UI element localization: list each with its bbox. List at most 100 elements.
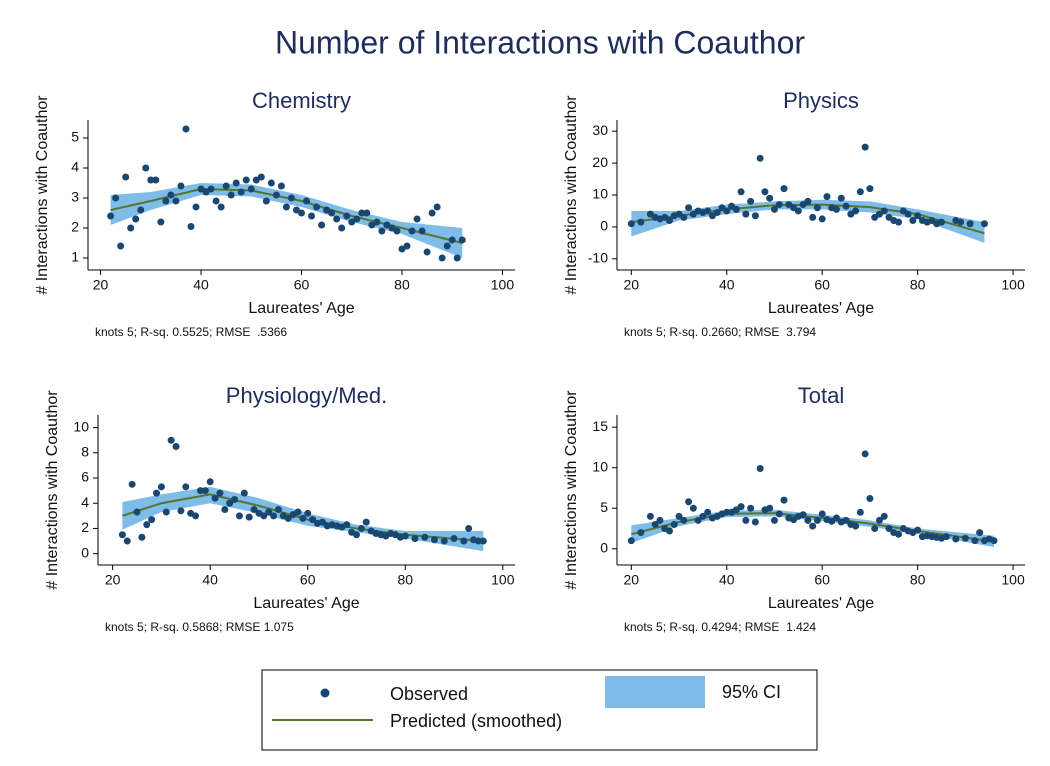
y-tick-label: 5: [600, 499, 608, 515]
y-tick-label: 4: [81, 494, 89, 510]
observed-point: [856, 188, 864, 196]
y-tick-label: 0: [600, 218, 608, 234]
observed-point: [343, 521, 351, 529]
observed-point: [133, 508, 141, 516]
x-tick-label: 80: [394, 277, 410, 293]
observed-point: [680, 213, 688, 221]
observed-point: [756, 154, 764, 162]
y-tick-label: 4: [71, 159, 79, 175]
observed-point: [235, 512, 243, 520]
observed-point: [172, 443, 180, 451]
observed-point: [885, 525, 893, 533]
observed-point: [689, 504, 697, 512]
observed-point: [852, 207, 860, 215]
observed-point: [237, 188, 245, 196]
y-tick-label: 20: [592, 154, 608, 170]
observed-point: [914, 526, 922, 534]
observed-point: [197, 185, 205, 193]
observed-point: [408, 227, 416, 235]
fit-note: knots 5; R-sq. 0.5525; RMSE .5366: [95, 325, 287, 339]
legend-frame: [261, 669, 818, 751]
observed-point: [961, 534, 969, 542]
y-axis-label: # Interactions with Coauthor: [34, 95, 51, 295]
observed-point: [448, 236, 456, 244]
observed-point: [250, 506, 258, 514]
observed-point: [842, 516, 850, 524]
observed-point: [966, 220, 974, 228]
observed-point: [196, 487, 204, 495]
observed-point: [813, 204, 821, 212]
observed-point: [637, 529, 645, 537]
observed-point: [162, 508, 170, 516]
observed-point: [895, 218, 903, 226]
observed-point: [804, 516, 812, 524]
observed-point: [453, 254, 461, 262]
observed-point: [990, 537, 998, 545]
legend-label: Predicted (smoothed): [390, 711, 562, 731]
observed-point: [231, 495, 239, 503]
observed-point: [252, 176, 260, 184]
y-tick-label: 8: [81, 444, 89, 460]
observed-point: [167, 436, 175, 444]
observed-point: [713, 209, 721, 217]
x-tick-label: 20: [105, 572, 121, 588]
legend-swatch-ci: [605, 676, 705, 708]
observed-point: [182, 125, 190, 133]
observed-point: [665, 527, 673, 535]
observed-point: [411, 535, 419, 543]
observed-point: [216, 489, 224, 497]
observed-point: [267, 179, 275, 187]
observed-point: [299, 514, 307, 522]
observed-point: [479, 537, 487, 545]
observed-point: [328, 209, 336, 217]
observed-point: [282, 203, 290, 211]
observed-point: [137, 206, 145, 214]
observed-point: [172, 197, 180, 205]
observed-point: [338, 224, 346, 232]
observed-point: [142, 164, 150, 172]
observed-point: [799, 511, 807, 519]
fit-note: knots 5; R-sq. 0.4294; RMSE 1.424: [624, 620, 816, 634]
observed-point: [852, 522, 860, 530]
observed-point: [780, 185, 788, 193]
x-tick-label: 100: [491, 277, 515, 293]
observed-point: [388, 224, 396, 232]
observed-point: [904, 210, 912, 218]
x-tick-label: 100: [1001, 572, 1025, 588]
observed-point: [460, 537, 468, 545]
fit-note: knots 5; R-sq. 0.2660; RMSE 3.794: [624, 325, 816, 339]
observed-point: [704, 508, 712, 516]
observed-point: [270, 512, 278, 520]
panel: Physics Laureates' Age # Interactions with…: [563, 88, 1025, 339]
y-tick-label: 3: [71, 189, 79, 205]
y-tick-label: 1: [71, 249, 79, 265]
observed-point: [123, 537, 131, 545]
observed-point: [627, 220, 635, 228]
observed-point: [957, 218, 965, 226]
x-tick-label: 100: [1001, 277, 1025, 293]
observed-point: [833, 205, 841, 213]
observed-point: [980, 220, 988, 228]
observed-point: [665, 217, 673, 225]
observed-point: [875, 516, 883, 524]
y-tick-label: 10: [73, 418, 89, 434]
observed-point: [152, 176, 160, 184]
observed-point: [837, 194, 845, 202]
observed-point: [770, 516, 778, 524]
x-tick-label: 60: [294, 277, 310, 293]
observed-point: [226, 499, 234, 507]
observed-point: [909, 217, 917, 225]
observed-point: [212, 197, 220, 205]
x-tick-label: 40: [202, 572, 218, 588]
observed-point: [766, 194, 774, 202]
observed-point: [358, 209, 366, 217]
observed-point: [177, 507, 185, 515]
observed-point: [656, 516, 664, 524]
observed-point: [646, 512, 654, 520]
observed-point: [971, 537, 979, 545]
observed-point: [138, 533, 146, 541]
observed-point: [833, 514, 841, 522]
y-axis-label: # Interactions with Coauthor: [563, 95, 580, 295]
